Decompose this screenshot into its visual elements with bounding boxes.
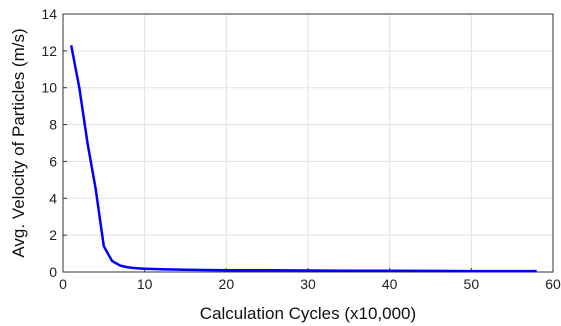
- y-tick-label: 12: [41, 43, 57, 59]
- y-tick-label: 6: [49, 153, 57, 169]
- y-tick-label: 10: [41, 80, 57, 96]
- y-tick-label: 8: [49, 117, 57, 133]
- tick-labels: 0 10 20 30 40 50 60 0 2 4 6 8 10 12 14: [41, 6, 561, 292]
- x-axis-label: Calculation Cycles (x10,000): [200, 304, 416, 323]
- x-tick-label: 50: [464, 276, 480, 292]
- y-tick-label: 4: [49, 190, 57, 206]
- y-axis-label: Avg. Velocity of Particles (m/s): [9, 28, 28, 257]
- series-line: [69, 45, 537, 273]
- x-tick-label: 0: [59, 276, 67, 292]
- x-tick-label: 40: [382, 276, 398, 292]
- y-tick-label: 2: [49, 227, 57, 243]
- y-tick-label: 0: [49, 264, 57, 280]
- x-tick-label: 20: [219, 276, 235, 292]
- x-tick-label: 60: [545, 276, 561, 292]
- x-tick-label: 10: [137, 276, 153, 292]
- y-tick-label: 14: [41, 6, 57, 22]
- x-tick-label: 30: [300, 276, 316, 292]
